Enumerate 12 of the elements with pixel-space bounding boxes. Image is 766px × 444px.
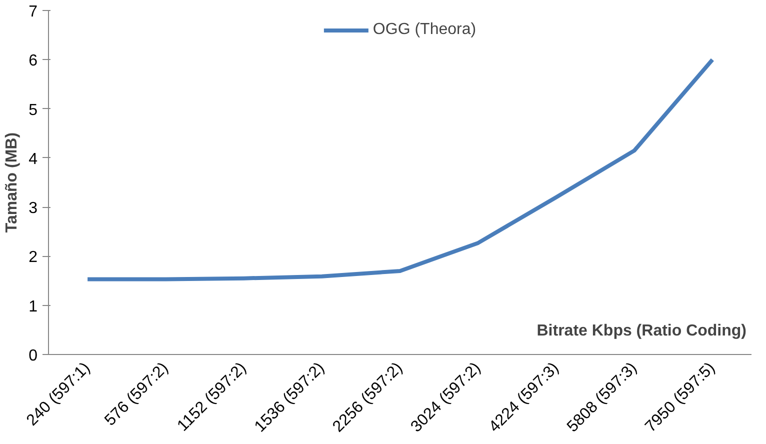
y-tick-label: 1 [28,298,38,316]
legend-label: OGG (Theora) [372,21,476,39]
y-tick-label: 5 [28,102,38,119]
y-tick-label: 4 [28,150,38,168]
y-tick-label: 0 [28,348,38,364]
y-tick-label: 7 [28,4,38,20]
y-axis-title: Tamaño (MB) [4,132,21,233]
line-series [86,58,714,282]
x-axis-title: Bitrate Kbps (Ratio Coding) [536,322,746,340]
y-tick-label: 3 [28,200,38,218]
y-tick-label: 2 [28,249,38,266]
y-tick-label: 6 [28,52,38,70]
